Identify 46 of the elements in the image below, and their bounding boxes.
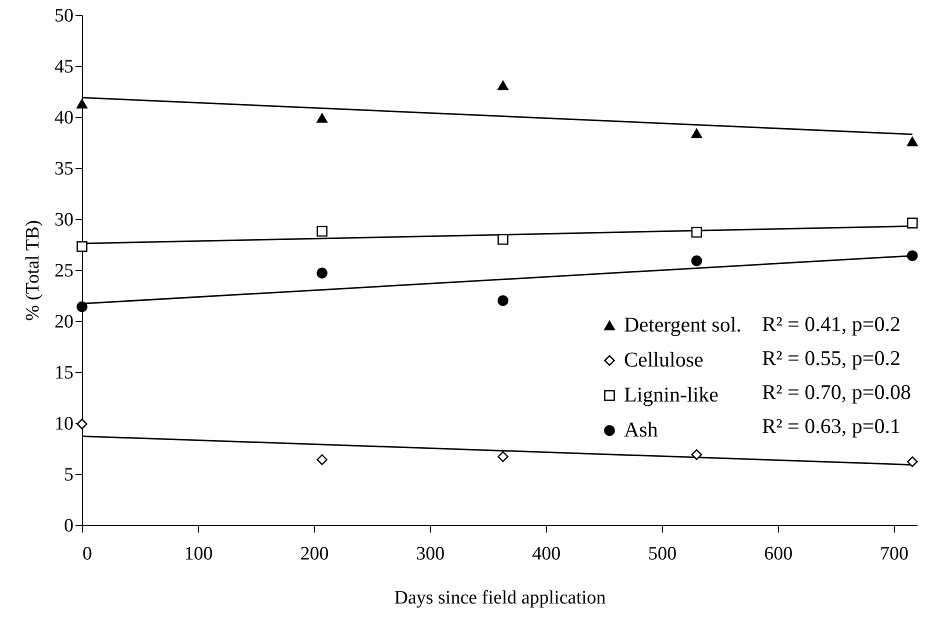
x-tick-label: 100 — [184, 544, 213, 564]
x-tick-label: 400 — [532, 544, 561, 564]
x-tick-label: 700 — [880, 544, 909, 564]
point — [906, 136, 918, 146]
x-tick-label: 0 — [82, 544, 92, 564]
point — [691, 255, 702, 266]
point — [691, 128, 702, 138]
x-tick-label: 600 — [764, 544, 793, 564]
point — [316, 113, 328, 123]
x-tick-label: 200 — [300, 544, 329, 564]
y-tick-label: 30 — [54, 210, 74, 230]
y-tick-label: 40 — [54, 108, 74, 128]
y-axis-title: % (Total TB) — [22, 220, 44, 321]
x-tick-label: 500 — [648, 544, 677, 564]
legend-label: Ash — [624, 418, 658, 442]
y-tick-label: 35 — [54, 158, 74, 180]
point — [76, 301, 88, 312]
point — [498, 295, 508, 306]
legend-label: Cellulose — [624, 348, 704, 372]
point — [498, 234, 508, 245]
point — [906, 250, 918, 262]
y-tick-label: 25 — [54, 260, 74, 282]
point — [691, 449, 702, 460]
y-tick-label: 20 — [54, 312, 74, 332]
y-tick-label: 0 — [64, 516, 74, 536]
point — [498, 80, 508, 90]
annotation: R² = 0.55, p=0.2 — [762, 346, 900, 370]
legend-label: Lignin-like — [624, 382, 718, 406]
y-tick-label: 45 — [54, 56, 74, 78]
y-tick-label: 5 — [64, 464, 74, 486]
y-tick-label: 10 — [54, 414, 74, 434]
point — [316, 268, 328, 278]
x-tick-label: 300 — [416, 544, 445, 564]
point — [76, 98, 88, 108]
point — [316, 226, 328, 237]
annotation: R² = 0.70, p=0.08 — [762, 380, 911, 404]
y-tick-label: 15 — [54, 362, 74, 384]
annotation: R² = 0.63, p=0.1 — [762, 414, 900, 438]
point — [76, 241, 88, 252]
legend-label: Detergent sol. — [624, 312, 742, 336]
y-tick-label: 50 — [54, 6, 74, 26]
point — [76, 418, 88, 430]
point — [906, 218, 918, 228]
x-axis-title: Days since field application — [394, 588, 606, 608]
point — [691, 226, 702, 238]
annotation: R² = 0.41, p=0.2 — [762, 312, 900, 336]
